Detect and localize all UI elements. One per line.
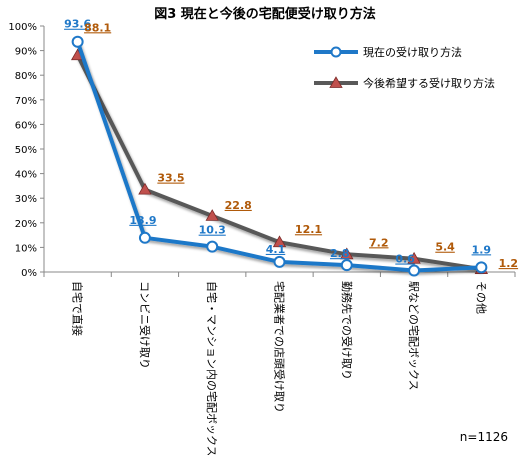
- data-label: 13.9: [129, 214, 156, 227]
- data-point: [407, 251, 421, 264]
- data-label: 88.1: [84, 21, 111, 34]
- axes: 0% 10% 20% 30% 40% 50% 60% 70% 80% 90% 100% 自宅で直接 コン…: [8, 22, 516, 455]
- data-point: [206, 240, 219, 253]
- y-tick-label: 40%: [15, 170, 37, 181]
- y-tick-label: 70%: [15, 96, 37, 107]
- data-label: 1.2: [499, 257, 519, 270]
- y-tick-label: 90%: [15, 47, 37, 58]
- data-point: [272, 235, 287, 248]
- data-label: 7.2: [369, 236, 389, 249]
- y-tick-label: 10%: [15, 243, 37, 254]
- y-tick-label: 60%: [15, 120, 37, 131]
- data-point: [408, 264, 421, 277]
- data-point: [340, 259, 353, 272]
- x-tick-label: 勤務先での受け取り: [340, 281, 354, 380]
- y-tick-label: 80%: [15, 71, 37, 82]
- y-tick-label: 30%: [15, 194, 37, 205]
- y-tick-label: 0%: [21, 268, 37, 279]
- data-point: [71, 35, 84, 48]
- x-tick-label: コンビニ受け取り: [138, 281, 151, 369]
- legend-label: 今後希望する受け取り方法: [363, 76, 495, 90]
- sample-size-note: n=1126: [460, 430, 508, 444]
- data-label: 10.3: [199, 224, 226, 237]
- data-label: 1.9: [472, 243, 492, 256]
- series-0: [71, 35, 488, 277]
- legend-marker: [330, 46, 342, 58]
- data-label: 93.6: [64, 18, 91, 31]
- legend-label: 現在の受け取り方法: [363, 45, 462, 59]
- legend-marker: [329, 76, 343, 88]
- x-tick-label: 駅などの宅配ボックス: [407, 281, 421, 391]
- x-tick-label: その他: [474, 281, 487, 314]
- series-layer: 93.6 13.9 10.3 4.1 2.8 0.6 1.9 88.1 33.5 22.8 12.1…: [64, 18, 519, 277]
- x-tick-label: 自宅で直接: [71, 281, 85, 336]
- data-label: 5.4: [435, 241, 455, 254]
- data-point: [138, 182, 152, 195]
- x-tick-label: 自宅・マンション内の宅配ボックス: [205, 281, 219, 455]
- data-label: 22.8: [225, 199, 252, 212]
- y-tick-label: 50%: [15, 145, 37, 156]
- y-tick-label: 100%: [8, 22, 37, 33]
- y-tick-label: 20%: [15, 219, 37, 230]
- data-point: [340, 247, 354, 260]
- chart-title: 図3 現在と今後の宅配便受け取り方法: [154, 6, 376, 22]
- data-point: [273, 255, 286, 268]
- data-point: [205, 209, 219, 221]
- data-label: 2.8: [330, 247, 350, 260]
- data-point: [475, 261, 488, 274]
- data-label: 4.1: [266, 243, 286, 256]
- data-label: 12.1: [295, 223, 322, 236]
- data-label: 33.5: [157, 172, 184, 185]
- data-label: 0.6: [395, 253, 415, 266]
- x-tick-label: 宅配業者での店頭受け取り: [273, 281, 287, 413]
- data-point: [138, 231, 151, 244]
